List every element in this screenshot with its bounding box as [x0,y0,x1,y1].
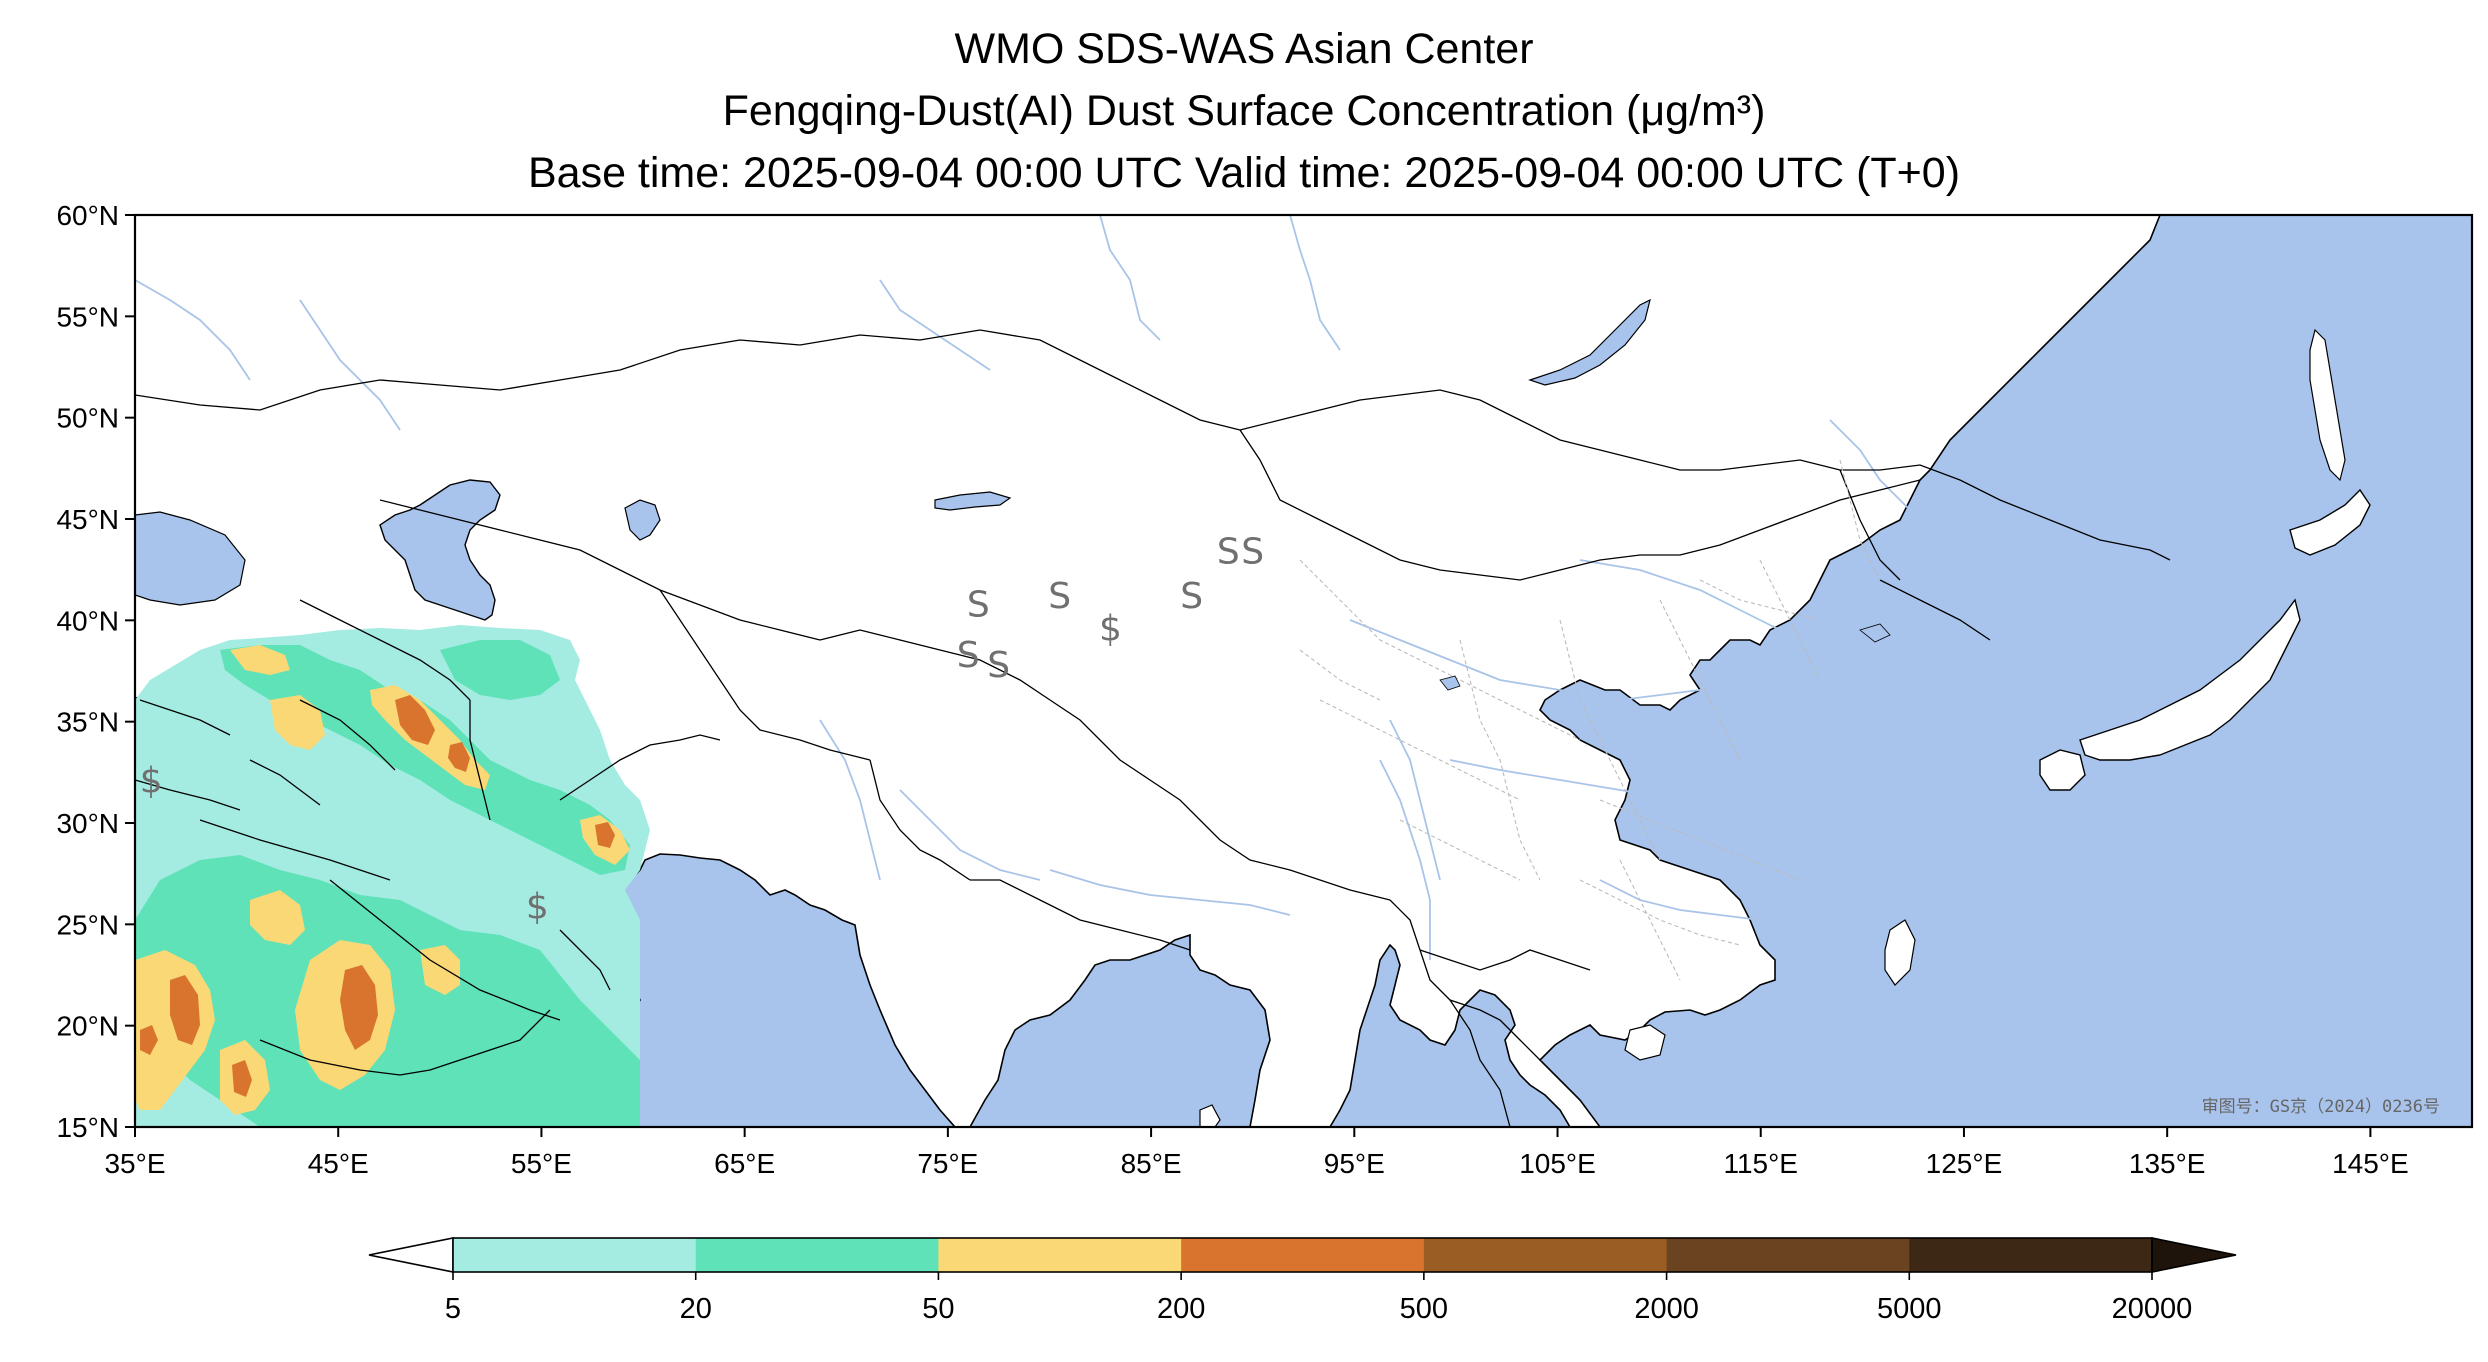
lon-tick-label: 85°E [1121,1148,1182,1179]
colorbar: 5 20 50 200 500 2000 5000 20000 [368,1237,2237,1325]
dust-storm-symbol: $ [1099,609,1122,650]
dust-storm-symbol: $ [140,761,163,802]
dust-level-200-500-hejaz [140,1025,158,1055]
map-frame [133,213,2474,1129]
lake-baikal [1528,298,1651,386]
colorbar-segment [938,1238,1182,1272]
colorbar-tick-label: 500 [1400,1293,1448,1325]
colorbar-tick-label: 200 [1157,1293,1205,1325]
small-lakes [1439,623,1891,691]
map-approval-stamp: 审图号：GS京（2024）0236号 [2202,1097,2440,1117]
dust-level-200-500-west [170,975,200,1045]
dust-level-50-200-oman [420,945,460,995]
dust-concentration-field [135,625,650,1127]
colorbar-tick-label: 5 [445,1293,461,1325]
sri-lanka [1199,1104,1221,1127]
colorbar-segment [1181,1238,1425,1272]
sand-dust-symbol: S [1180,576,1203,617]
dust-level-50-200-syria [270,695,325,750]
lon-tick-label: 135°E [2129,1148,2206,1179]
rivers [135,215,1921,960]
colorbar-tick-label: 2000 [1634,1293,1699,1325]
dust-level-20-50-ne [440,640,560,700]
taiwan [1884,919,1916,986]
province-borders [1299,459,1881,981]
colorbar-segment [1423,1238,1668,1272]
black-sea [135,511,246,606]
lon-tick-label: 55°E [511,1148,572,1179]
lat-tick-label: 20°N [56,1011,119,1042]
dust-weather-symbols: S SS S$SS S$$ [140,532,1264,928]
title-line-3: Base time: 2025-09-04 00:00 UTC Valid ti… [527,149,1961,197]
japan-honshu [2079,598,2301,761]
dust-storm-symbol: $ [526,886,549,927]
dust-level-200-500-rub [340,965,378,1050]
colorbar-segment [1909,1238,2153,1272]
lake-balkhash [934,491,1012,511]
map-area [135,215,2472,1127]
dust-level-200-500-se-iran [595,822,615,848]
lon-tick-label: 95°E [1324,1148,1385,1179]
lon-tick-label: 75°E [917,1148,978,1179]
dust-level-200-500-iraq [395,695,435,745]
hainan [1624,1024,1666,1061]
dust-level-50-200-center [250,890,305,945]
lon-tick-label: 145°E [2332,1148,2409,1179]
country-borders [135,329,2171,1127]
colorbar-over-extend [2151,1237,2237,1273]
dust-level-200-500-iraq-2 [448,742,470,772]
sand-dust-symbol: S [967,584,990,625]
dust-level-50-200-top [230,645,290,675]
lon-tick-label: 35°E [104,1148,165,1179]
colorbar-tick-label: 20 [680,1293,712,1325]
sakhalin [2309,328,2346,482]
colorbar-tick-label: 50 [922,1293,954,1325]
latitude-axis: 60°N 55°N 50°N 45°N 40°N 35°N 30°N 25°N 20°N 15°N [56,200,135,1143]
lat-tick-label: 60°N [56,200,119,231]
sand-dust-symbol: S [1217,532,1240,573]
sand-dust-symbol: S [987,645,1010,686]
lat-tick-label: 35°N [56,707,119,738]
caspian-sea [379,479,501,621]
sand-dust-symbol: S [957,635,980,676]
lon-tick-label: 65°E [714,1148,775,1179]
colorbar-segment [695,1238,939,1272]
lat-tick-label: 30°N [56,808,119,839]
lon-tick-label: 115°E [1723,1148,1798,1179]
dust-level-200-500-south [232,1060,252,1097]
lat-tick-label: 50°N [56,403,119,434]
sand-dust-symbol: S [1241,532,1264,573]
colorbar-frame [452,1237,2153,1273]
lon-tick-label: 125°E [1926,1148,2003,1179]
colorbar-under-extend [368,1237,454,1273]
colorbar-segment [1666,1238,1910,1272]
aral-sea [624,499,661,541]
title-line-1: WMO SDS-WAS Asian Center [954,25,1534,73]
colorbar-tick-label: 20000 [2112,1293,2193,1325]
longitude-axis: 35°E 45°E 55°E 65°E 75°E 85°E 95°E 105°E 115°E 12… [104,1127,2409,1179]
lat-tick-label: 15°N [56,1112,119,1143]
japan-hokkaido [2289,488,2371,556]
title-line-2: Fengqing-Dust(AI) Dust Surface Concentra… [722,87,1766,135]
lon-tick-label: 105°E [1519,1148,1596,1179]
lat-tick-label: 45°N [56,504,119,535]
dust-level-20-50-north [220,645,630,875]
lon-tick-label: 45°E [308,1148,369,1179]
japan-kyushu [2039,749,2086,791]
colorbar-segment [453,1238,697,1272]
lat-tick-label: 40°N [56,605,119,636]
colorbar-tick-label: 5000 [1877,1293,1942,1325]
lat-tick-label: 55°N [56,301,119,332]
sand-dust-symbol: S [1048,576,1071,617]
lat-tick-label: 25°N [56,909,119,940]
